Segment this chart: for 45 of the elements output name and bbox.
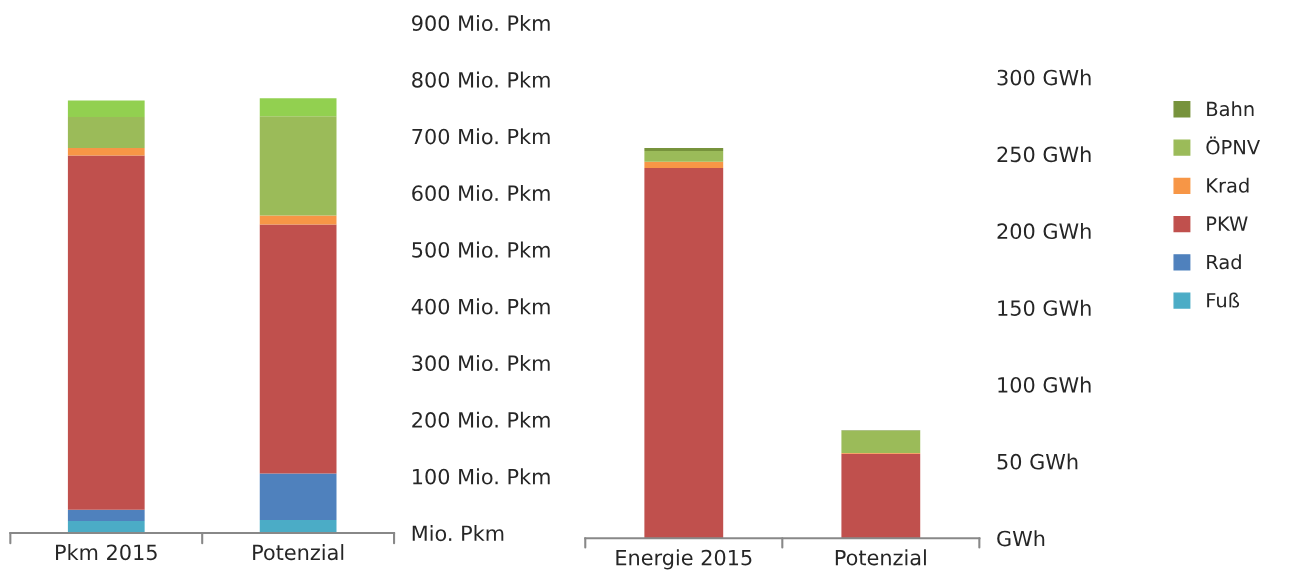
legend-label: ÖPNV [1206,136,1260,155]
bar [841,430,921,453]
bar [67,509,145,522]
legend-label: PKW [1207,216,1248,231]
y-tick-label: 300 Mio. Pkm [412,354,550,372]
bar [67,100,145,117]
y-tick-label: 50 GWh [997,453,1078,470]
bar [644,147,724,151]
x-tick-label: Energie 2015 [616,549,752,570]
bar [67,521,145,533]
y-tick-label: 200 Mio. Pkm [412,411,550,428]
bar [259,224,337,474]
y-tick-label: 100 Mio. Pkm [413,468,550,485]
bar [67,116,145,149]
y-tick-label: 100 GWh [998,376,1091,393]
bar [67,155,145,510]
bar [644,150,724,162]
y-tick-label: 800 Mio. Pkm [412,71,550,88]
bar [67,148,145,156]
y-tick-label: 500 Mio. Pkm [412,241,550,258]
bar [644,161,724,168]
bar [644,167,724,539]
y-tick-label: GWh [997,530,1045,547]
y-tick-label: 250 GWh [997,146,1091,163]
legend-label: Bahn [1207,101,1254,117]
y-tick-label: Mio. Pkm [412,525,504,542]
y-tick-label: 300 GWh [997,69,1091,86]
y-tick-label: 400 Mio. Pkm [411,298,550,315]
legend-label: Krad [1207,177,1249,193]
y-tick-label: 600 Mio. Pkm [412,184,550,202]
legend-label: Rad [1207,254,1241,270]
bar [841,453,921,539]
y-tick-label: 900 Mio. Pkm [412,14,550,32]
legend-label: Fuß [1207,292,1240,308]
x-tick-label: Pkm 2015 [56,544,157,561]
y-tick-label: 700 Mio. Pkm [412,128,550,145]
bar [259,519,337,533]
y-tick-label: 150 GWh [998,299,1091,316]
y-tick-label: 200 GWh [997,222,1091,240]
x-tick-label: Potenzial [835,549,926,566]
bar [259,215,337,225]
bar [259,116,337,216]
bar [259,473,337,520]
x-tick-label: Potenzial [253,544,344,561]
bar [259,98,337,117]
